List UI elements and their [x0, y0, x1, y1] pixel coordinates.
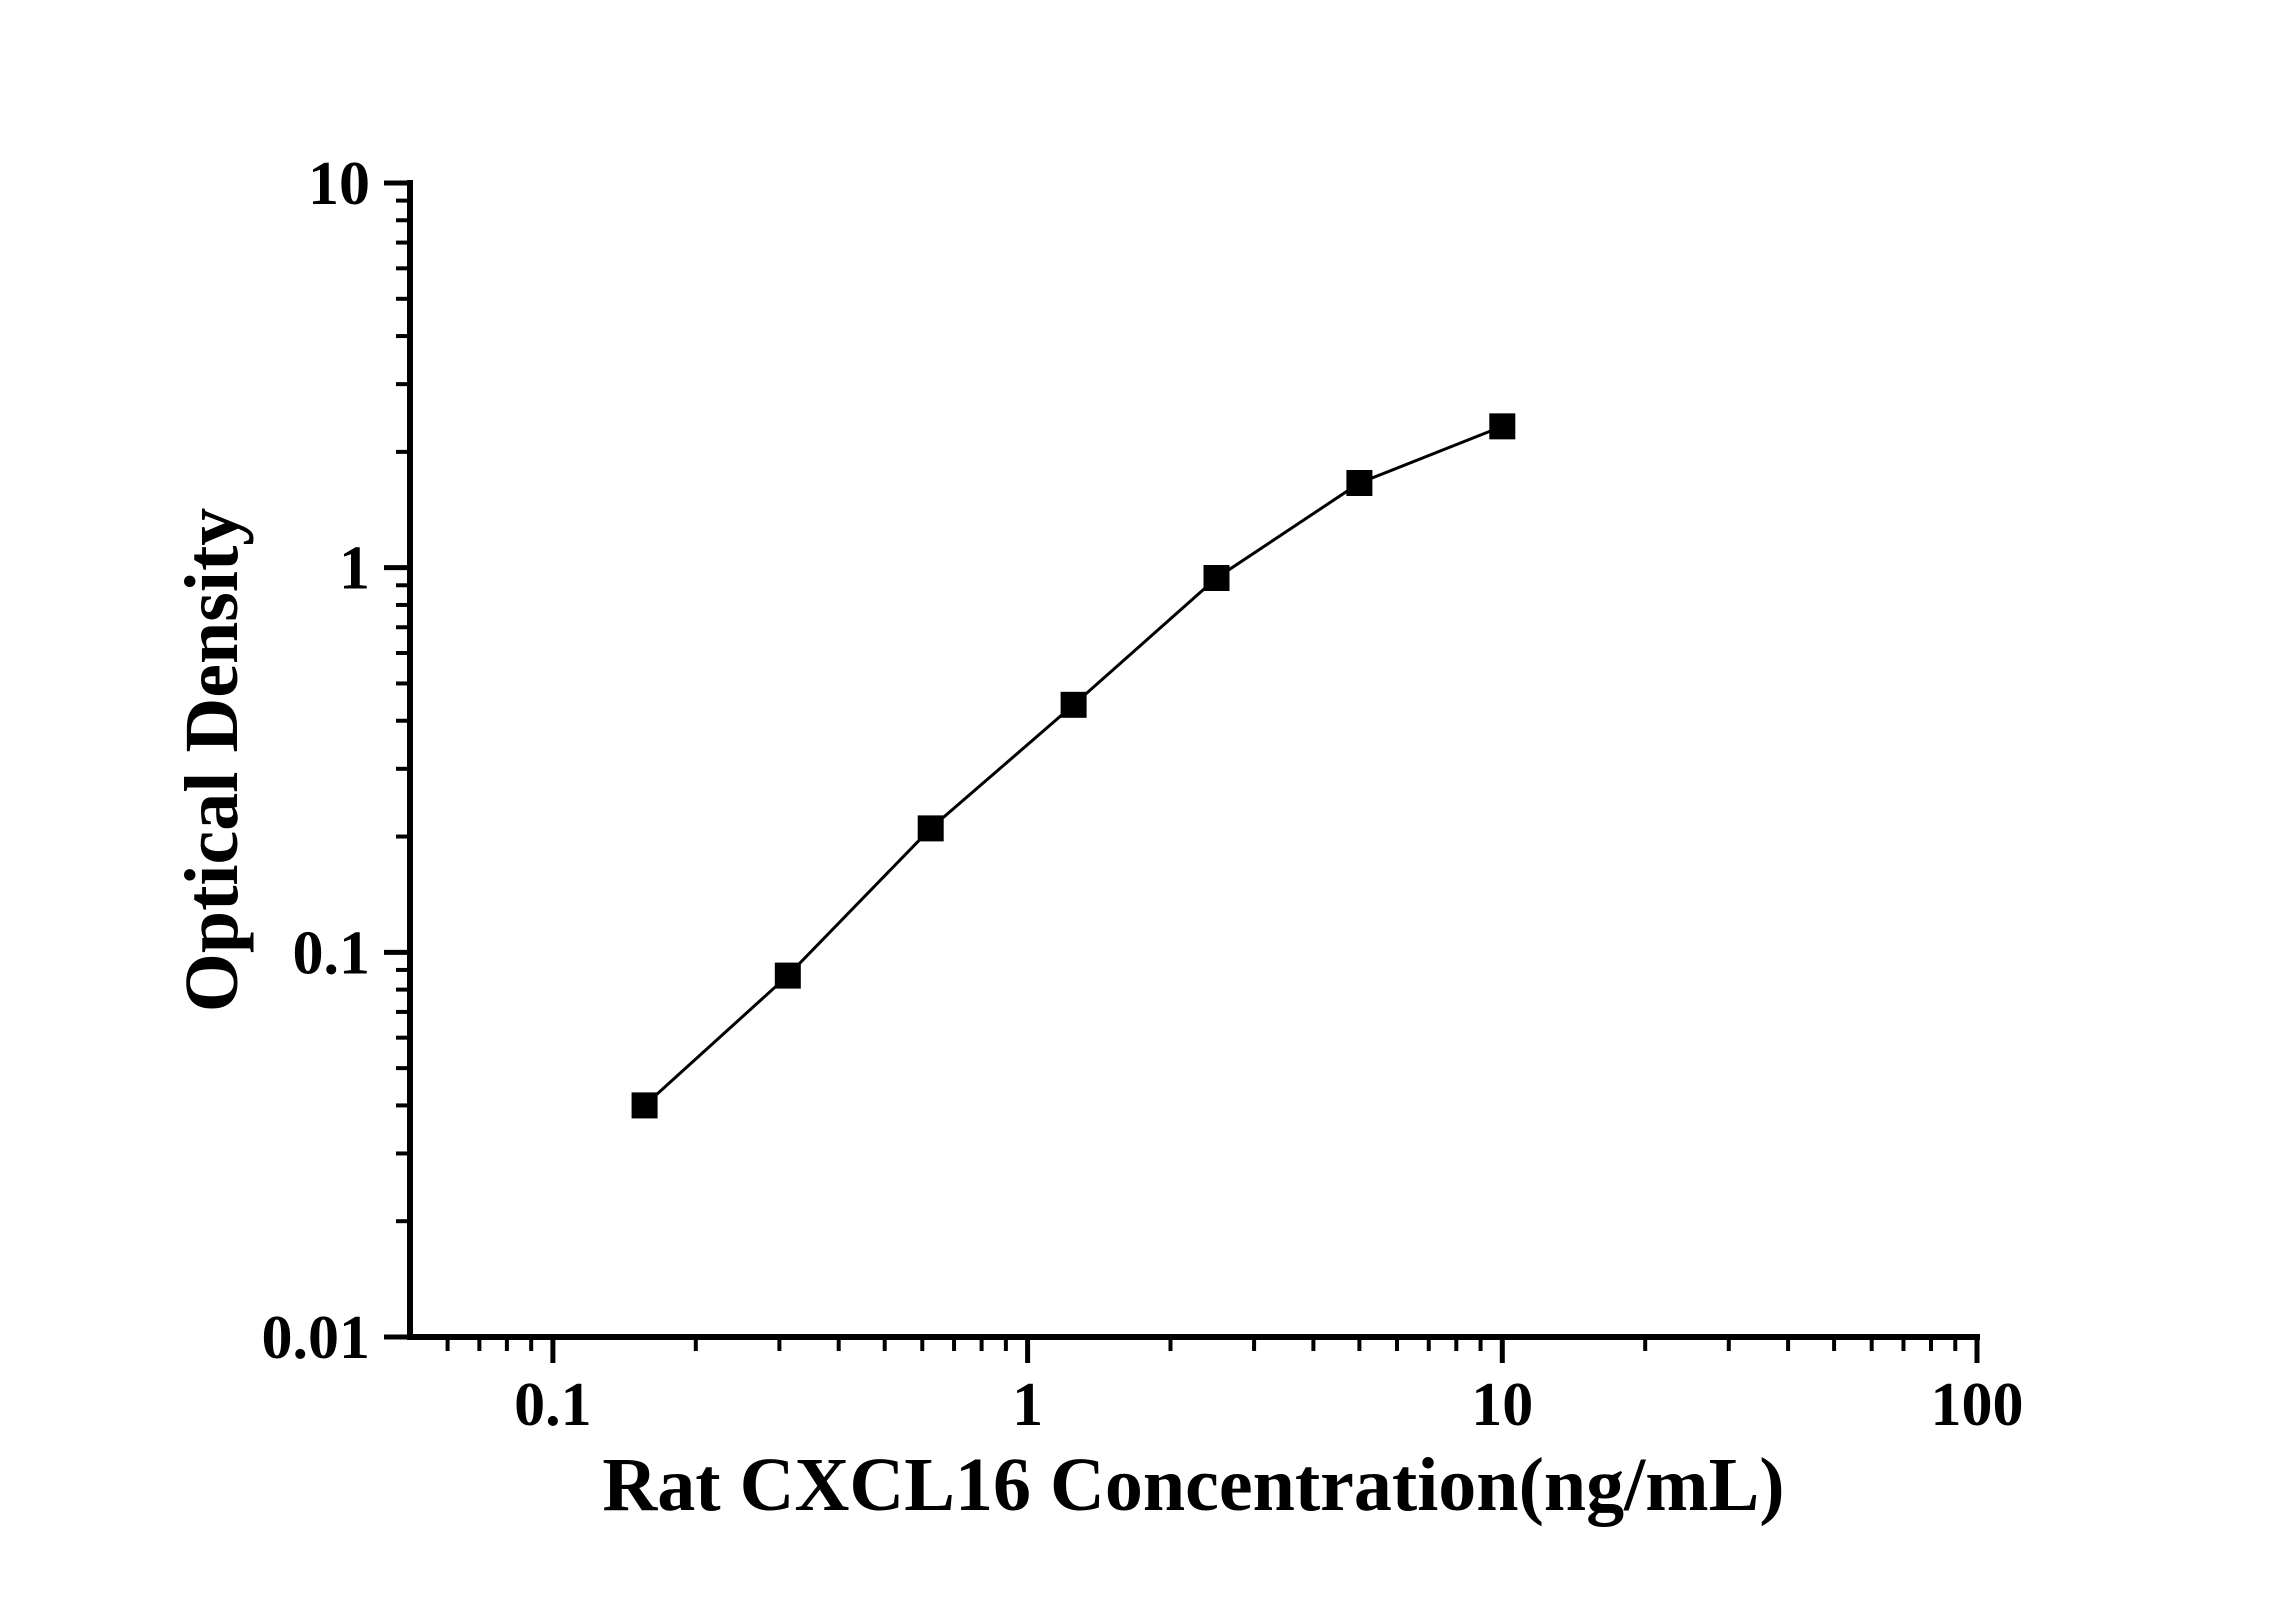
- data-point-marker: [1489, 413, 1516, 440]
- data-point-marker: [917, 815, 944, 842]
- data-point-marker: [774, 962, 801, 989]
- data-point-marker: [1203, 565, 1230, 592]
- data-point-marker: [1346, 469, 1373, 496]
- x-tick-label: 100: [1931, 1371, 2024, 1439]
- x-tick-label: 1: [1012, 1371, 1043, 1439]
- y-axis-title: Optical Density: [170, 507, 254, 1013]
- data-line: [643, 425, 1503, 1107]
- y-tick-label: 0.01: [262, 1304, 371, 1372]
- y-tick-label: 0.1: [293, 919, 371, 987]
- y-tick-label: 1: [339, 535, 370, 603]
- data-point-marker: [631, 1092, 658, 1119]
- x-axis-title: Rat CXCL16 Concentration(ng/mL): [602, 1443, 1785, 1527]
- data-point-marker: [1060, 691, 1087, 718]
- x-tick-label: 0.1: [514, 1371, 592, 1439]
- x-tick-label: 10: [1471, 1371, 1533, 1439]
- y-tick-label: 10: [308, 150, 370, 218]
